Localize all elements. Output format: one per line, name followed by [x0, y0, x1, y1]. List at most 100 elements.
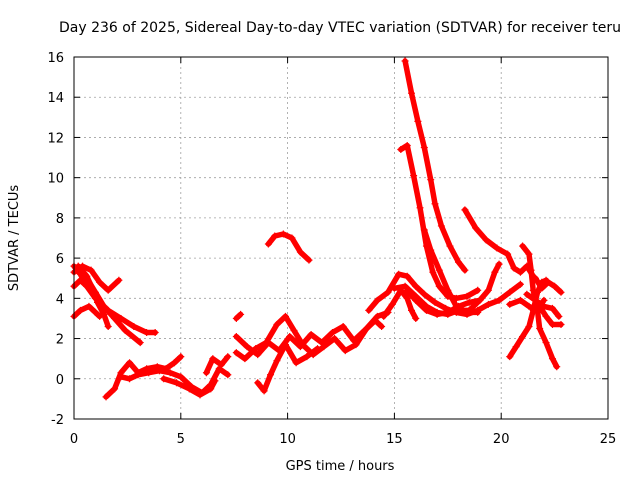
data-point-marker	[495, 296, 503, 304]
data-point-marker	[117, 314, 125, 322]
data-point-marker	[76, 306, 84, 314]
y-tick-label: 4	[56, 292, 64, 307]
data-point-marker	[83, 272, 91, 280]
data-point-marker	[529, 286, 537, 294]
data-point-marker	[267, 371, 275, 379]
trace-7	[103, 353, 184, 400]
data-point-marker	[262, 339, 270, 347]
data-point-marker	[465, 306, 473, 314]
data-point-marker	[117, 373, 125, 381]
data-point-marker	[403, 294, 411, 302]
data-point-marker	[416, 204, 424, 212]
data-point-marker	[271, 232, 279, 240]
data-point-marker	[241, 355, 249, 363]
data-point-marker	[292, 359, 300, 367]
y-tick-label: 6	[56, 252, 64, 267]
data-point-marker	[134, 371, 142, 379]
data-point-marker	[523, 290, 531, 298]
data-point-marker	[328, 329, 336, 337]
x-tick-label: 20	[493, 432, 510, 447]
data-point-marker	[553, 363, 561, 371]
data-point-marker	[217, 361, 225, 369]
y-tick-label: 12	[47, 131, 64, 146]
data-point-marker	[444, 286, 452, 294]
data-point-marker	[288, 234, 296, 242]
data-point-marker	[491, 268, 499, 276]
data-point-marker	[303, 353, 311, 361]
data-point-marker	[74, 262, 82, 270]
data-point-marker	[516, 268, 524, 276]
data-point-marker	[495, 260, 503, 268]
trace-10	[203, 353, 231, 376]
data-point-marker	[104, 286, 112, 294]
x-tick-label: 5	[177, 432, 185, 447]
data-point-marker	[155, 367, 163, 375]
data-point-marker	[504, 250, 512, 258]
trace-15	[265, 231, 312, 263]
data-point-marker	[431, 200, 439, 208]
y-tick-label: 16	[47, 51, 64, 66]
data-point-marker	[420, 226, 428, 234]
data-point-marker	[506, 353, 514, 361]
data-point-marker	[380, 312, 388, 320]
data-point-marker	[422, 306, 430, 314]
data-point-marker	[437, 222, 445, 230]
data-point-marker	[540, 296, 548, 304]
data-point-marker	[384, 288, 392, 296]
data-point-marker	[403, 286, 411, 294]
data-point-marker	[232, 314, 240, 322]
data-point-marker	[542, 339, 550, 347]
data-point-marker	[281, 312, 289, 320]
data-point-marker	[254, 351, 262, 359]
data-point-marker	[91, 308, 99, 316]
data-point-marker	[96, 312, 104, 320]
data-point-marker	[446, 242, 454, 250]
data-point-marker	[551, 282, 559, 290]
data-point-marker	[510, 264, 518, 272]
trace-14	[233, 311, 244, 322]
data-point-marker	[484, 300, 492, 308]
data-point-marker	[463, 292, 471, 300]
data-point-marker	[207, 385, 215, 393]
y-tick-label: 0	[56, 373, 64, 388]
data-point-marker	[143, 329, 151, 337]
data-traces	[70, 57, 565, 401]
data-point-marker	[474, 286, 482, 294]
data-point-marker	[202, 369, 210, 377]
data-point-marker	[252, 345, 260, 353]
data-point-marker	[444, 308, 452, 316]
data-point-marker	[273, 320, 281, 328]
data-point-marker	[538, 284, 546, 292]
data-point-marker	[173, 379, 181, 387]
data-point-marker	[331, 335, 339, 343]
data-point-marker	[548, 304, 556, 312]
data-point-marker	[484, 286, 492, 294]
data-point-marker	[454, 302, 462, 310]
data-point-marker	[166, 369, 174, 377]
data-point-marker	[390, 284, 398, 292]
data-point-marker	[548, 320, 556, 328]
data-point-marker	[525, 322, 533, 330]
data-point-marker	[548, 355, 556, 363]
data-point-marker	[136, 339, 144, 347]
data-point-marker	[557, 288, 565, 296]
data-point-marker	[224, 371, 232, 379]
data-point-marker	[232, 333, 240, 341]
data-point-marker	[476, 296, 484, 304]
data-point-marker	[506, 288, 514, 296]
data-point-marker	[341, 347, 349, 355]
data-point-marker	[177, 353, 185, 361]
data-point-marker	[397, 286, 405, 294]
data-point-marker	[145, 369, 153, 377]
x-tick-label: 25	[600, 432, 617, 447]
data-point-marker	[111, 385, 119, 393]
data-point-marker	[433, 310, 441, 318]
axis-ticks: -2 0 2 4 6 8 10 12 14 16 0 5 10 15 20 25	[47, 51, 616, 447]
data-point-marker	[363, 325, 371, 332]
data-point-marker	[435, 266, 443, 274]
data-point-marker	[407, 306, 415, 314]
y-tick-label: 8	[56, 212, 64, 227]
data-point-marker	[89, 288, 97, 296]
data-point-marker	[531, 274, 539, 282]
